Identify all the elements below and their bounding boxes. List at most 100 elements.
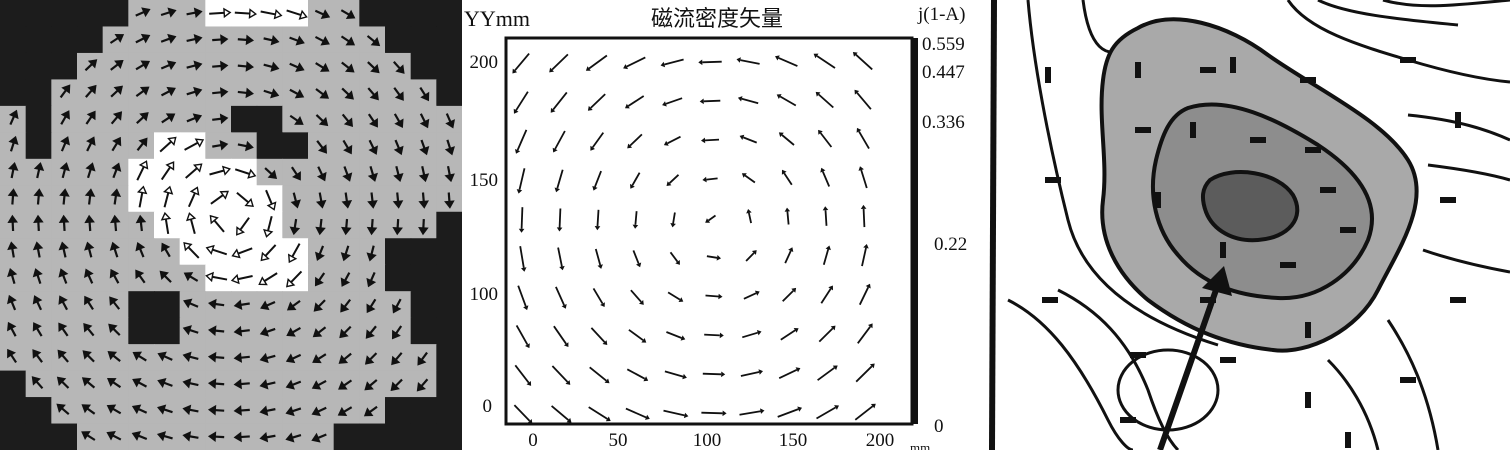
glyph-head	[109, 241, 120, 251]
vector-arrow	[858, 166, 868, 189]
vector-glyph	[236, 217, 250, 236]
glyph-shaft	[187, 191, 197, 208]
glyph-head	[140, 60, 151, 70]
vector-glyph	[183, 241, 200, 259]
vector-glyph	[367, 113, 378, 128]
glyph-shaft	[236, 247, 253, 255]
grid-cell	[102, 0, 129, 28]
arrow-head	[550, 107, 556, 113]
vector-glyph	[263, 88, 280, 99]
arrow-head	[516, 189, 523, 194]
x-tick-label: 200	[866, 430, 895, 450]
grid-cell	[436, 26, 462, 54]
arrow-head	[815, 91, 821, 97]
vector-glyph	[60, 136, 70, 152]
glyph-head	[292, 171, 301, 181]
glyph-head	[31, 376, 41, 386]
glyph-head	[223, 7, 232, 19]
glyph-shaft	[163, 191, 170, 208]
glyph-head	[295, 35, 305, 46]
glyph-head	[285, 379, 295, 390]
vector-glyph	[393, 113, 404, 129]
glyph-head	[110, 214, 121, 224]
vector-glyph	[186, 86, 203, 98]
glyph-head	[393, 145, 404, 156]
glyph-head	[287, 253, 298, 264]
vector-glyph	[159, 136, 177, 153]
vector-glyph	[33, 188, 44, 205]
grid-cell	[410, 0, 437, 28]
vector-glyph	[186, 7, 203, 18]
vector-glyph	[132, 351, 147, 362]
vector-arrow	[587, 93, 606, 111]
arrow-shaft	[702, 60, 722, 64]
pointer-arrow-shaft	[1157, 289, 1219, 450]
vector-arrow	[660, 58, 684, 68]
glyph-shaft	[290, 243, 301, 259]
vector-glyph	[109, 268, 120, 284]
glyph-head	[7, 241, 18, 251]
vector-glyph	[207, 431, 225, 442]
arrow-head	[592, 185, 598, 191]
glyph-head	[342, 172, 353, 182]
arrow-shaft	[554, 130, 566, 150]
dash-mark	[1135, 62, 1141, 78]
arrow-head	[830, 325, 836, 331]
contour-line	[1382, 0, 1510, 8]
dash-mark	[1455, 112, 1461, 128]
vector-arrow	[777, 406, 802, 418]
left-vector-grid-panel	[0, 0, 462, 450]
arrow-shaft	[664, 58, 684, 66]
arrow-head	[660, 61, 666, 68]
arrow-head	[705, 218, 711, 223]
contour-line	[1427, 163, 1510, 182]
glyph-head	[84, 295, 94, 306]
vector-glyph	[207, 378, 225, 389]
arrow-head	[719, 332, 724, 339]
arrow-head	[625, 103, 630, 109]
arrow-head	[630, 183, 635, 189]
vector-glyph	[418, 218, 429, 236]
vector-glyph	[110, 188, 122, 205]
grid-cell	[385, 397, 412, 425]
vector-arrow	[857, 323, 873, 344]
glyph-head	[165, 161, 175, 171]
arrow-shaft	[706, 255, 718, 259]
glyph-head	[138, 160, 149, 170]
glyph-head	[395, 64, 405, 74]
arrow-head	[722, 410, 727, 417]
grid-cell	[0, 52, 27, 81]
dash-mark	[1042, 297, 1058, 303]
vector-glyph	[364, 379, 378, 391]
glyph-head	[107, 350, 118, 361]
vector-glyph	[418, 192, 429, 209]
arrow-shaft	[553, 325, 567, 345]
arrow-shaft	[816, 55, 836, 69]
glyph-head	[84, 241, 95, 251]
glyph-shaft	[210, 193, 225, 205]
arrow-head	[746, 209, 752, 214]
glyph-head	[419, 118, 430, 129]
glyph-head	[166, 86, 176, 97]
vector-glyph	[110, 59, 124, 71]
vector-glyph	[186, 212, 197, 234]
arrow-shaft	[668, 174, 680, 184]
arrow-shaft	[627, 95, 645, 107]
arrow-head	[641, 338, 647, 343]
dash-mark	[1305, 392, 1311, 408]
glyph-shaft	[236, 274, 253, 281]
vector-glyph	[315, 114, 329, 127]
grid-cell	[410, 52, 437, 81]
glyph-head	[365, 329, 375, 339]
vector-glyph	[186, 60, 203, 71]
glyph-head	[193, 86, 203, 98]
arrow-shaft	[630, 289, 642, 303]
vector-glyph	[135, 33, 151, 44]
vector-glyph	[444, 166, 455, 183]
glyph-head	[285, 405, 295, 417]
glyph-head	[84, 188, 96, 197]
vector-arrow	[666, 331, 686, 341]
arrow-shaft	[855, 365, 873, 383]
glyph-head	[260, 300, 270, 311]
vector-glyph	[315, 218, 326, 236]
